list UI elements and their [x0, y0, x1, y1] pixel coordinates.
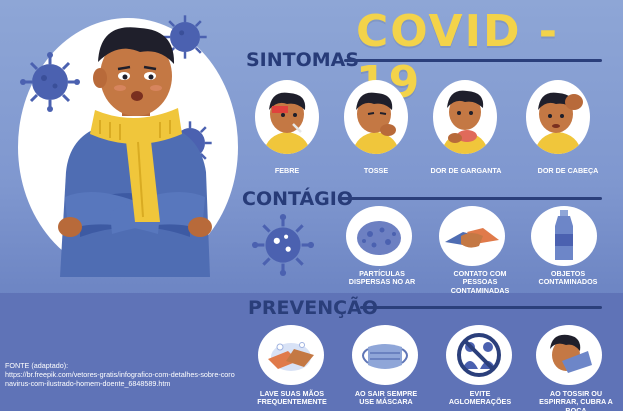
- handshake-icon: [445, 228, 499, 248]
- contagion-label-contact: CONTATO COM PESSOAS CONTAMINADAS: [450, 269, 510, 295]
- prevention-label-wash-hands: LAVE SUAS MÃOS FREQUENTEMENTE: [257, 389, 327, 407]
- contagion-label-air: PARTÍCULAS DISPERSAS NO AR: [348, 269, 416, 287]
- symptom-card-cough: [344, 80, 408, 154]
- section-title-prevencao: PREVENÇÃO: [248, 297, 378, 319]
- contagion-card-air: [346, 206, 412, 266]
- no-crowds-icon: [457, 333, 501, 377]
- bottle-icon: [555, 210, 573, 260]
- contagion-card-objects: [531, 206, 597, 266]
- cover-cough-icon: [550, 334, 592, 373]
- symptom-label-sore-throat: DOR DE GARGANTA: [430, 166, 502, 175]
- prevention-label-no-crowds: EVITE AGLOMERAÇÕES: [448, 389, 512, 407]
- symptom-label-cough: TOSSE: [363, 166, 389, 175]
- handwashing-icon: [268, 342, 314, 371]
- sore-throat-face-icon: [441, 90, 489, 154]
- main-title: COVID - 19: [356, 6, 560, 108]
- section-divider: [360, 306, 602, 309]
- source-heading: FONTE (adaptado):: [5, 361, 69, 370]
- section-divider: [344, 59, 602, 62]
- prevention-card-no-crowds: [446, 325, 512, 385]
- prevention-label-cover-mouth: AO TOSSIR OU ESPIRRAR, CUBRA A BOCA: [539, 389, 613, 411]
- prevention-card-mask: [352, 325, 418, 385]
- source-link[interactable]: https://br.freepik.com/vetores-gratis/in…: [5, 370, 235, 389]
- fever-face-icon: [263, 92, 311, 154]
- prevention-label-mask: AO SAIR SEMPRE USE MÁSCARA: [354, 389, 418, 407]
- prevention-card-cover-mouth: [536, 325, 602, 385]
- face-mask-icon: [362, 344, 408, 369]
- airborne-particles-icon: [357, 221, 401, 255]
- section-title-sintomas: SINTOMAS: [246, 49, 360, 71]
- prevention-card-wash-hands: [258, 325, 324, 385]
- symptom-label-headache: DOR DE CABEÇA: [537, 166, 599, 175]
- contagion-card-contact: [439, 206, 505, 266]
- virus-icon: [20, 52, 80, 112]
- source-note: FONTE (adaptado): https://br.freepik.com…: [5, 361, 235, 389]
- symptom-label-fever: FEBRE: [274, 166, 300, 175]
- symptom-card-headache: [526, 80, 590, 154]
- sick-man-illustration: [58, 27, 212, 277]
- headache-face-icon: [534, 92, 583, 154]
- virus-icon: [252, 214, 314, 276]
- cough-face-icon: [352, 92, 400, 154]
- contagion-label-objects: OBJETOS CONTAMINADOS: [538, 269, 598, 287]
- symptom-card-sore-throat: [433, 80, 497, 154]
- section-title-contagio: CONTÁGIO: [242, 188, 354, 210]
- symptom-card-fever: [255, 80, 319, 154]
- section-divider: [340, 197, 602, 200]
